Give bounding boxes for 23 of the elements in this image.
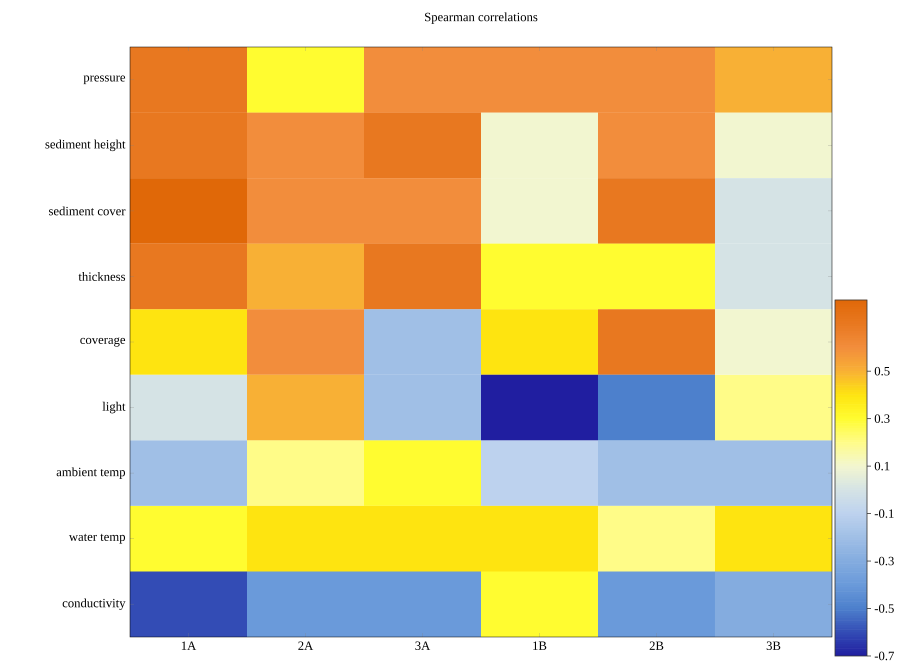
y-tick-label: sediment cover — [49, 206, 126, 216]
x-tick-label: 3A — [415, 641, 430, 650]
y-tick-label: thickness — [78, 272, 126, 281]
y-tick-label: conductivity — [62, 598, 126, 610]
x-tick-label: 2A — [298, 641, 314, 650]
color-bar-label: -0.3 — [874, 556, 894, 566]
chart-title: Spearman correlations — [425, 12, 538, 24]
x-tick-label: 1B — [533, 641, 546, 650]
color-bar-label: 0.1 — [874, 462, 890, 470]
color-bar-label: 0.3 — [874, 414, 890, 423]
y-tick-label: ambient temp — [56, 467, 126, 479]
y-tick-label: sediment height — [45, 140, 126, 152]
y-tick-label: pressure — [84, 75, 126, 84]
x-tick-label: 3B — [766, 641, 780, 650]
y-tick-label: coverage — [80, 337, 126, 347]
color-bar-label: -0.1 — [874, 509, 894, 518]
color-bar-label: -0.7 — [874, 652, 894, 660]
y-tick-label: light — [102, 402, 126, 414]
y-tick-label: water temp — [68, 534, 126, 544]
color-bar-label: 0.5 — [874, 366, 890, 376]
x-tick-label: 2B — [650, 641, 664, 650]
x-tick-label: 1A — [182, 641, 196, 650]
color-bar-label: -0.5 — [874, 604, 894, 613]
